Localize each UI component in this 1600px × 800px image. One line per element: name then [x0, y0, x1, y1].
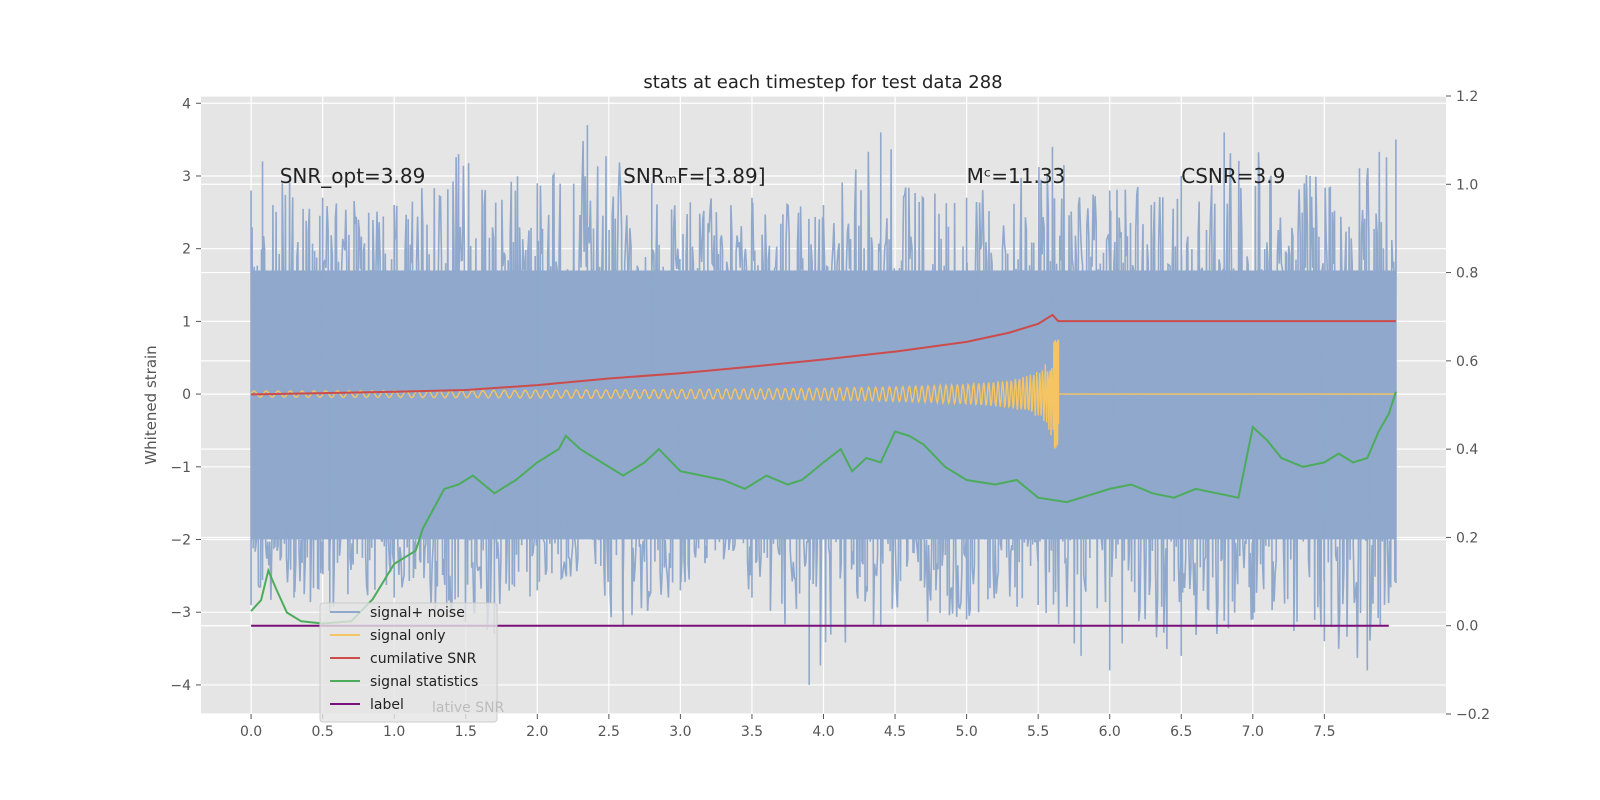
y-tick-label-left: 1 — [182, 314, 191, 330]
axes: 0.0 0.5 1.0 1.5 2.0 2.5 3.0 3.5 4.0 4.5 5.0 5.5 6.0 6… — [170, 89, 1490, 740]
y-tick-label-right: 1.0 — [1456, 177, 1478, 193]
annotations: SNR_opt=3.89 SNRₘF=[3.89] Mᶜ=11.33 CSNR=3.9 — [280, 164, 1286, 188]
y-tick-label-left: −3 — [170, 605, 191, 621]
series-signal-only — [250, 339, 1396, 449]
x-tick-label: 3.5 — [741, 724, 763, 740]
x-tick-label: 1.0 — [383, 724, 405, 740]
legend-label: signal+ noise — [370, 605, 465, 621]
y-tick-label-left: 3 — [182, 169, 191, 185]
legend-obscured-text: lative SNR — [432, 700, 505, 716]
legend: lative SNR signal+ noise signal only cumil… — [319, 602, 505, 723]
y-tick-label-right: 0.4 — [1456, 442, 1478, 458]
x-tick-label: 0.0 — [240, 724, 262, 740]
y-tick-label-left: 0 — [182, 387, 191, 403]
legend-label: label — [370, 697, 404, 713]
y-tick-label-left: −1 — [170, 460, 191, 476]
x-tick-label: 4.5 — [884, 724, 906, 740]
y-tick-label-left: 4 — [182, 96, 191, 112]
y-tick-label-left: −2 — [170, 533, 191, 549]
x-tick-label: 3.0 — [669, 724, 691, 740]
y-tick-label-right: 0.0 — [1456, 619, 1478, 635]
series-layer — [250, 125, 1397, 685]
legend-label: signal statistics — [370, 674, 478, 690]
y-tick-label-right: 0.8 — [1456, 266, 1478, 282]
legend-box — [319, 602, 498, 723]
annotation-snr-mf: SNRₘF=[3.89] — [623, 164, 765, 188]
annotation-mc: Mᶜ=11.33 — [967, 164, 1066, 188]
y-tick-label-right: 0.2 — [1456, 530, 1478, 546]
x-tick-label: 6.5 — [1170, 724, 1192, 740]
x-tick-label: 4.0 — [812, 724, 834, 740]
chart-title: stats at each timestep for test data 288 — [643, 72, 1002, 93]
x-tick-label: 1.5 — [455, 724, 477, 740]
x-tick-label: 0.5 — [312, 724, 334, 740]
series-cumilative-snr — [251, 313, 1396, 396]
signal-chirp — [250, 339, 1396, 449]
x-tick-label: 2.5 — [598, 724, 620, 740]
y-axis-label: Whitened strain — [142, 345, 160, 464]
legend-label: signal only — [370, 628, 445, 644]
series-signal-statistics — [250, 391, 1397, 625]
x-tick-label: 5.5 — [1027, 724, 1049, 740]
y-tick-label-left: −4 — [170, 678, 191, 694]
y-tick-label-left: 2 — [182, 242, 191, 258]
y-tick-label-right: 0.6 — [1456, 354, 1478, 370]
x-tick-label: 5.0 — [955, 724, 977, 740]
line-cumilative-snr — [251, 313, 1396, 396]
line-signal-statistics — [250, 391, 1397, 625]
x-tick-label: 7.5 — [1313, 724, 1335, 740]
x-tick-label: 7.0 — [1242, 724, 1264, 740]
legend-label: cumilative SNR — [370, 651, 477, 667]
annotation-snr-opt: SNR_opt=3.89 — [280, 164, 426, 188]
x-tick-label: 6.0 — [1099, 724, 1121, 740]
annotation-csnr: CSNR=3.9 — [1181, 164, 1285, 188]
x-tick-label: 2.0 — [526, 724, 548, 740]
y-tick-label-right: −0.2 — [1456, 707, 1490, 723]
y-tick-label-right: 1.2 — [1456, 89, 1478, 105]
